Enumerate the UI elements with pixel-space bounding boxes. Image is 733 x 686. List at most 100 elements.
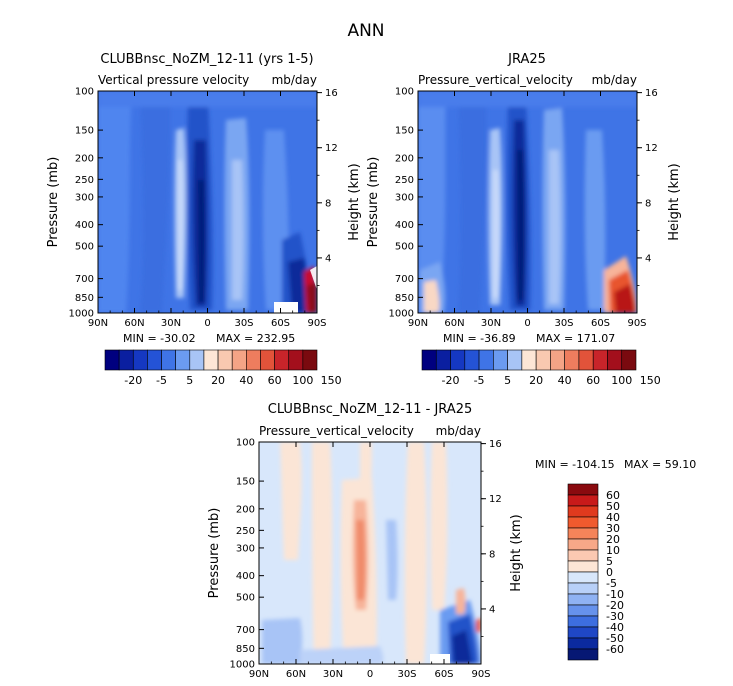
y-tick-label: 200 bbox=[75, 153, 94, 164]
panel-2-colorbar: -20 -5 5 20 40 60 100 150 bbox=[421, 349, 661, 387]
colorbar-swatch bbox=[567, 516, 599, 529]
y-right-tick-label: 12 bbox=[489, 494, 502, 505]
colorbar-swatch bbox=[567, 582, 599, 595]
y-tick-label: 200 bbox=[395, 153, 414, 164]
x-tick-label: 90N bbox=[88, 318, 108, 329]
y-tick-label: 300 bbox=[395, 192, 414, 203]
figure-title: ANN bbox=[347, 21, 384, 41]
y-right-tick-label: 4 bbox=[325, 253, 331, 264]
y-right-tick-label: 4 bbox=[489, 604, 495, 615]
panel-2-ticks: 90N 60N 30N 0 30S 60S 90S 100 150 200 250 300 400 500… bbox=[389, 87, 658, 330]
panel-2-max-label: MAX = 171.07 bbox=[536, 332, 615, 345]
colorbar-swatch bbox=[217, 349, 233, 371]
colorbar-swatch bbox=[493, 349, 508, 371]
colorbar-swatch bbox=[567, 571, 599, 584]
y-tick-label: 850 bbox=[236, 644, 255, 655]
y-tick-label: 400 bbox=[75, 220, 94, 231]
x-tick-label: 30N bbox=[481, 318, 501, 329]
x-tick-label: 90N bbox=[408, 318, 428, 329]
y-right-tick-label: 16 bbox=[645, 88, 658, 99]
colorbar-swatch bbox=[302, 349, 318, 371]
y-right-tick-label: 16 bbox=[325, 88, 338, 99]
panel-2-subtitle-right: mb/day bbox=[592, 73, 637, 87]
y-right-tick-label: 16 bbox=[489, 439, 502, 450]
colorbar-swatch bbox=[567, 604, 599, 617]
colorbar-label: -20 bbox=[124, 374, 142, 387]
colorbar-label: 20 bbox=[529, 374, 543, 387]
colorbar-swatch bbox=[288, 349, 304, 371]
colorbar-label: 60 bbox=[606, 489, 620, 502]
y-tick-label: 500 bbox=[75, 242, 94, 253]
y-tick-label: 250 bbox=[75, 175, 94, 186]
x-tick-label: 90S bbox=[471, 669, 490, 680]
y-tick-label: 250 bbox=[236, 526, 255, 537]
x-tick-label: 30S bbox=[554, 318, 573, 329]
colorbar-label: 0 bbox=[606, 566, 613, 579]
panel-2-ylabel-right: Height (km) bbox=[667, 163, 682, 240]
y-tick-label: 400 bbox=[236, 571, 255, 582]
x-tick-label: 60S bbox=[591, 318, 610, 329]
x-tick-label: 60N bbox=[286, 669, 306, 680]
colorbar-swatch bbox=[246, 349, 261, 371]
panel-1: CLUBBnsc_NoZM_12-11 (yrs 1-5) Vertical p… bbox=[46, 52, 362, 387]
y-tick-label: 700 bbox=[236, 625, 255, 636]
y-tick-label: 400 bbox=[395, 220, 414, 231]
x-tick-label: 90S bbox=[307, 318, 326, 329]
y-tick-label: 850 bbox=[395, 293, 414, 304]
colorbar-label: 100 bbox=[611, 374, 632, 387]
y-tick-label: 850 bbox=[75, 293, 94, 304]
x-tick-label: 30S bbox=[234, 318, 253, 329]
panel-3-ticks: 90N 60N 30N 0 30S 60S 90S 100 150 200 250 300 400 500… bbox=[230, 438, 502, 681]
y-tick-label: 1000 bbox=[389, 309, 414, 320]
panel-1-ticks: 90N 60N 30N 0 30S 60S 90S 100 150 200 250 300 400 500… bbox=[69, 87, 338, 330]
panel-1-subtitle-left: Vertical pressure velocity bbox=[98, 73, 249, 87]
colorbar-label: -60 bbox=[606, 643, 624, 656]
panel-1-ylabel-right: Height (km) bbox=[347, 163, 362, 240]
x-tick-label: 60N bbox=[124, 318, 144, 329]
colorbar-swatch bbox=[567, 494, 599, 507]
panel-1-colorbar: -20 -5 5 20 40 60 100 150 bbox=[104, 349, 342, 387]
panel-2-title: JRA25 bbox=[507, 52, 546, 67]
colorbar-label: 150 bbox=[321, 374, 342, 387]
colorbar-swatch bbox=[478, 349, 494, 371]
x-tick-label: 60N bbox=[444, 318, 464, 329]
colorbar-swatch bbox=[567, 527, 599, 540]
colorbar-swatch bbox=[567, 637, 599, 650]
x-tick-label: 0 bbox=[367, 669, 373, 680]
colorbar-swatch bbox=[607, 349, 623, 371]
x-tick-label: 90N bbox=[249, 669, 269, 680]
y-tick-label: 1000 bbox=[69, 309, 94, 320]
colorbar-swatch bbox=[567, 505, 599, 518]
y-tick-label: 150 bbox=[236, 477, 255, 488]
colorbar-label: -20 bbox=[606, 599, 624, 612]
colorbar-swatch bbox=[567, 593, 599, 606]
y-tick-label: 150 bbox=[75, 126, 94, 137]
colorbar-label: 50 bbox=[606, 500, 620, 513]
y-tick-label: 200 bbox=[236, 504, 255, 515]
colorbar-swatch bbox=[231, 349, 247, 371]
panel-1-title: CLUBBnsc_NoZM_12-11 (yrs 1-5) bbox=[100, 52, 313, 67]
colorbar-label: -5 bbox=[606, 577, 617, 590]
panel-3-title: CLUBBnsc_NoZM_12-11 - JRA25 bbox=[268, 402, 473, 417]
colorbar-swatch bbox=[567, 648, 599, 661]
colorbar-label: -40 bbox=[606, 621, 624, 634]
panel-2-subtitle-left: Pressure_vertical_velocity bbox=[418, 73, 573, 87]
colorbar-swatch bbox=[435, 349, 451, 371]
panel-3-max-label: MAX = 59.10 bbox=[624, 458, 696, 471]
y-tick-label: 100 bbox=[395, 87, 414, 98]
colorbar-swatch bbox=[567, 615, 599, 628]
colorbar-label: -5 bbox=[156, 374, 167, 387]
colorbar-label: 20 bbox=[606, 533, 620, 546]
colorbar-label: 40 bbox=[606, 511, 620, 524]
colorbar-label: -30 bbox=[606, 610, 624, 623]
panel-3-subtitle-left: Pressure_vertical_velocity bbox=[259, 424, 414, 438]
colorbar-swatch bbox=[450, 349, 466, 371]
y-tick-label: 1000 bbox=[230, 660, 255, 671]
colorbar-swatch bbox=[132, 349, 148, 371]
colorbar-swatch bbox=[592, 349, 608, 371]
panel-2: JRA25 Pressure_vertical_velocity mb/day bbox=[366, 52, 682, 387]
colorbar-swatch bbox=[535, 349, 551, 371]
y-tick-label: 100 bbox=[236, 438, 255, 449]
x-tick-label: 30N bbox=[161, 318, 181, 329]
